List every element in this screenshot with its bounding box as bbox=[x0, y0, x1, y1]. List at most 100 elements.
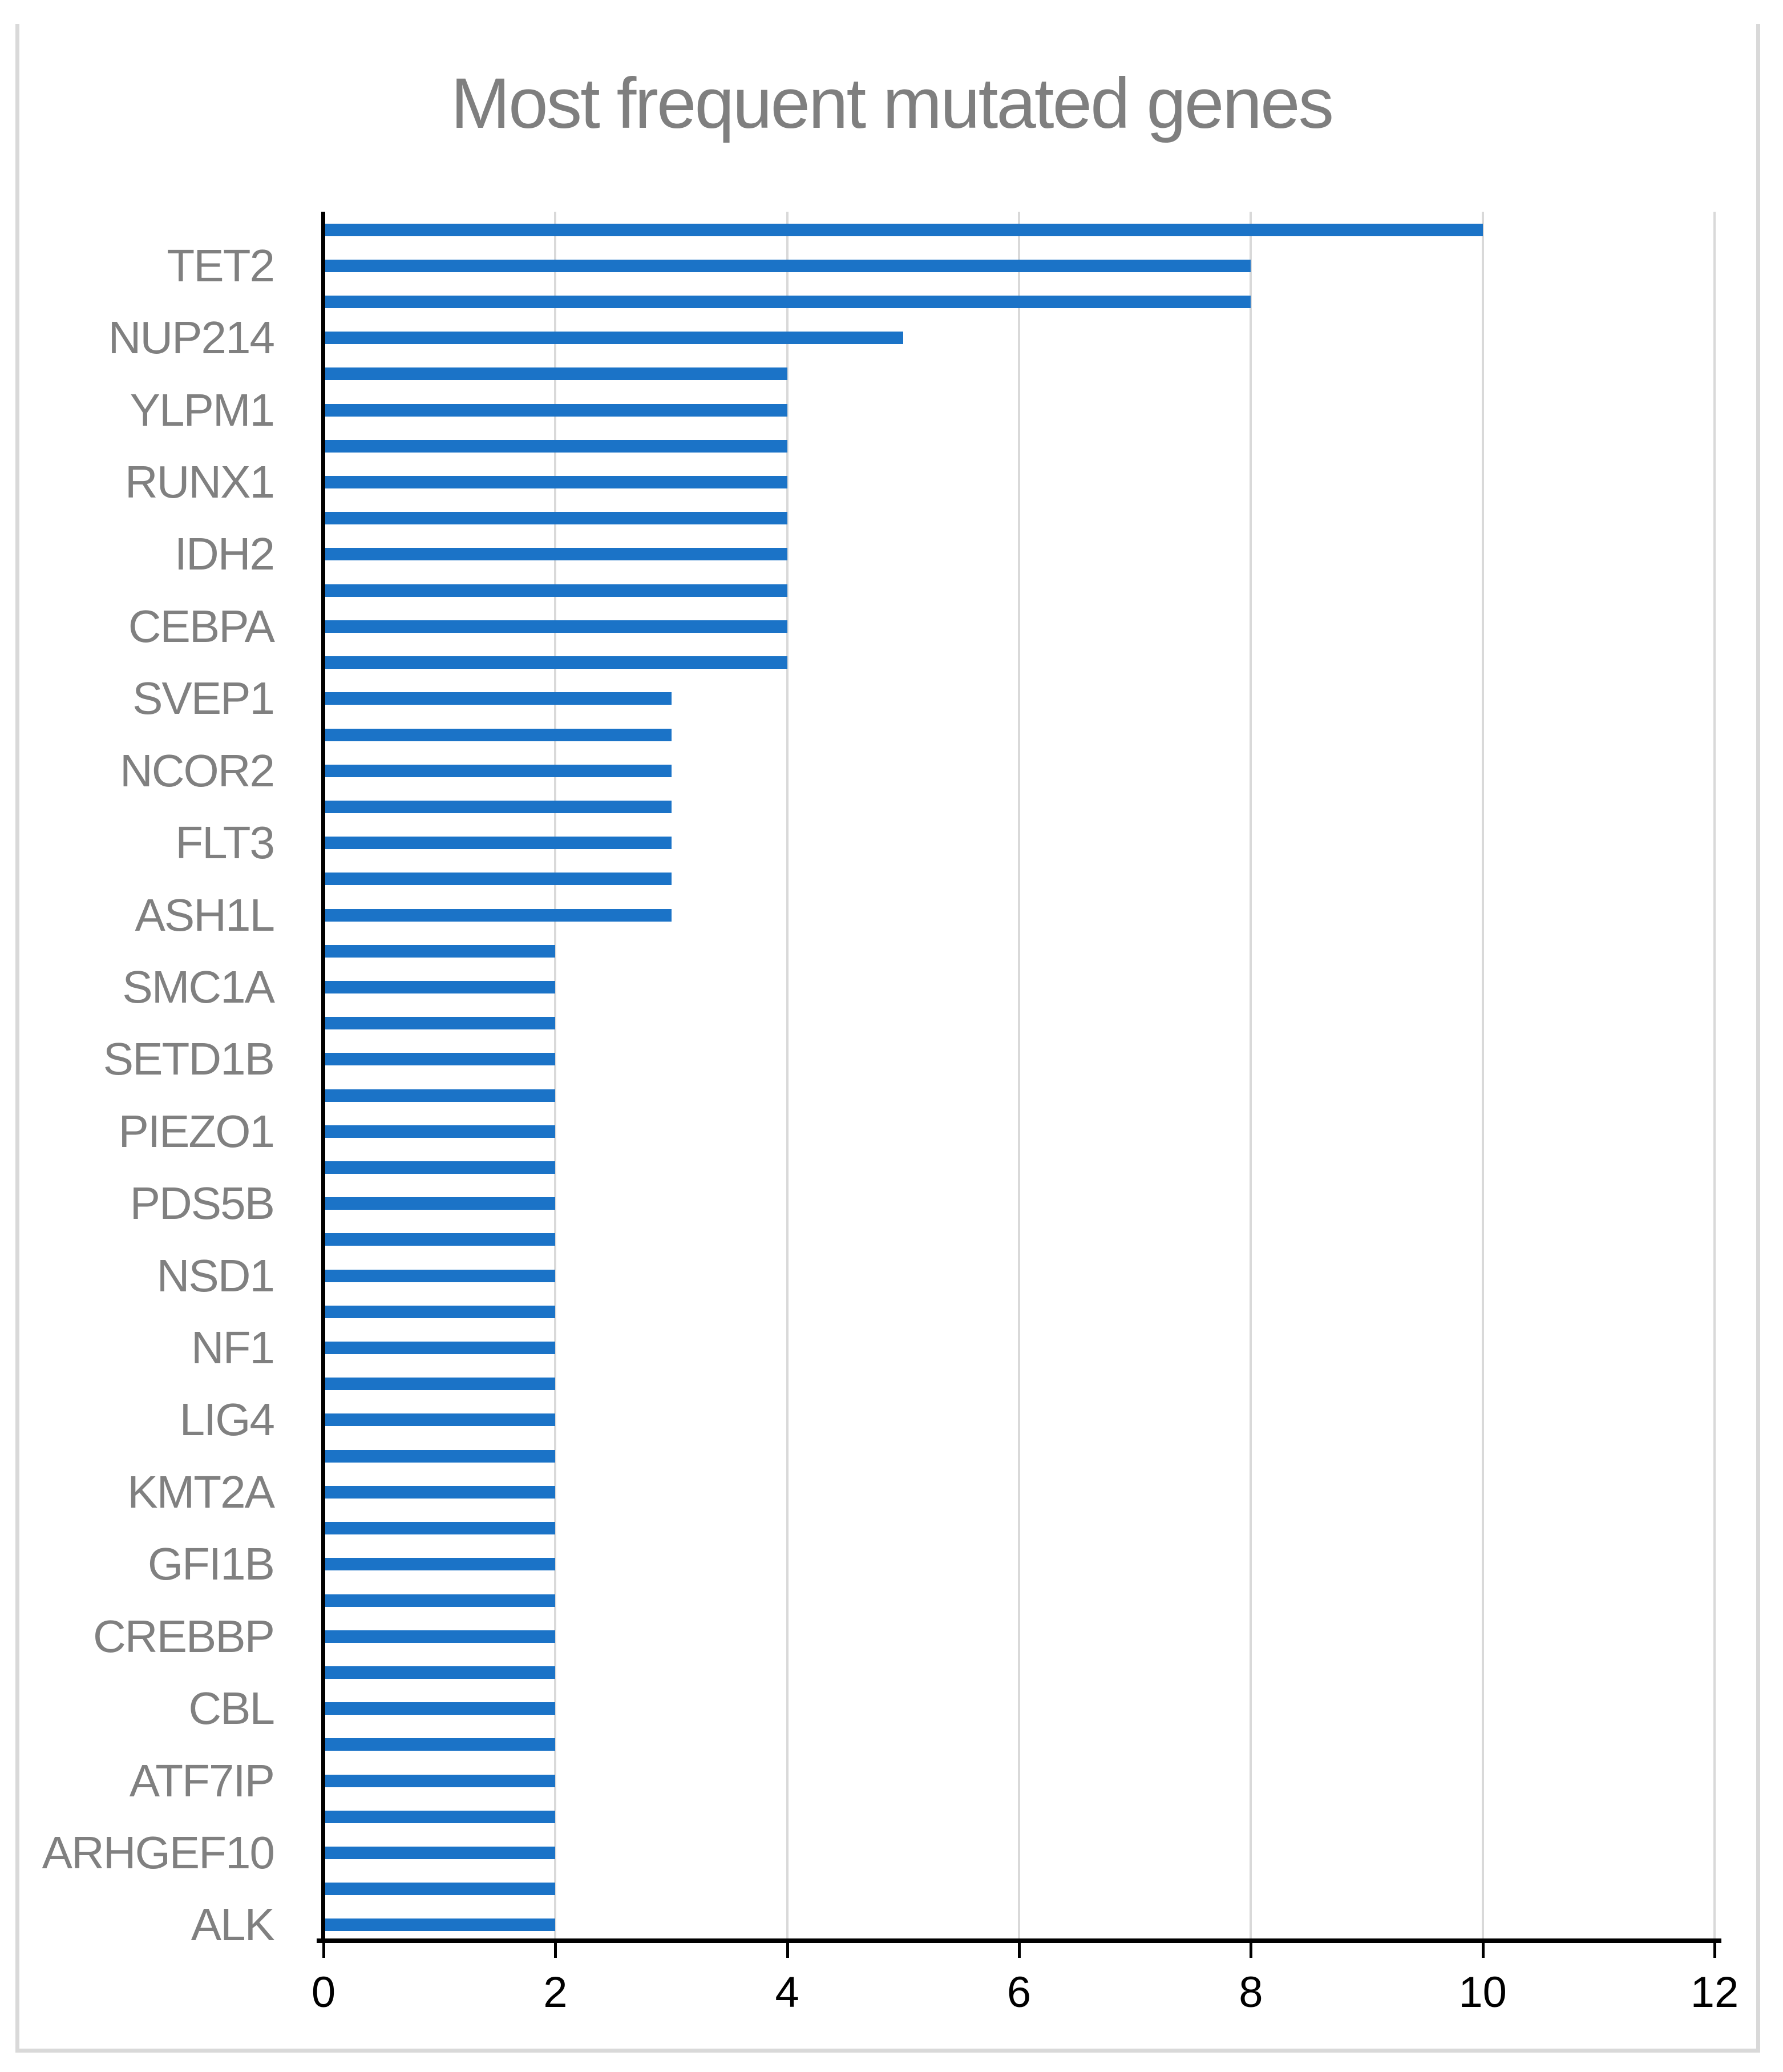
x-tick-label-0: 0 bbox=[311, 1968, 336, 2017]
x-tick-mark-8 bbox=[1250, 1943, 1253, 1958]
bar-nf1 bbox=[324, 1342, 556, 1355]
category-label-cbl: CBL bbox=[188, 1683, 275, 1734]
bar-row-29 bbox=[324, 1233, 556, 1246]
bar-row-7 bbox=[324, 439, 787, 453]
bar-row-27 bbox=[324, 1161, 556, 1174]
bar-lig4 bbox=[324, 1413, 556, 1427]
category-label-svep1: SVEP1 bbox=[132, 673, 275, 724]
bar-kmt2a bbox=[324, 1485, 556, 1499]
category-label-cebpa: CEBPA bbox=[128, 600, 275, 652]
bar-ylpm1 bbox=[324, 403, 787, 417]
bar-row-3 bbox=[324, 296, 1251, 309]
x-tick-label-6: 6 bbox=[1006, 1968, 1032, 2017]
category-label-smc1a: SMC1A bbox=[122, 961, 275, 1012]
bar-row-9 bbox=[324, 512, 787, 525]
bar-row-17 bbox=[324, 800, 672, 813]
bar-pds5b bbox=[324, 1197, 556, 1210]
x-tick-mark-0 bbox=[322, 1943, 325, 1958]
bar-row-35 bbox=[324, 1449, 556, 1463]
x-axis-line bbox=[317, 1938, 1721, 1943]
frame-border-bottom bbox=[15, 2049, 1760, 2053]
bar-atf7ip bbox=[324, 1774, 556, 1787]
gridline-x-2 bbox=[554, 212, 557, 1943]
bar-ash1l bbox=[324, 908, 672, 922]
bar-tet2 bbox=[324, 259, 1251, 272]
category-label-nsd1: NSD1 bbox=[156, 1250, 275, 1301]
bar-runx1 bbox=[324, 476, 787, 489]
x-tick-mark-2 bbox=[554, 1943, 557, 1958]
bar-crebbp bbox=[324, 1630, 556, 1643]
bar-row-41 bbox=[324, 1666, 556, 1679]
bar-arhgef10 bbox=[324, 1846, 556, 1859]
bar-row-13 bbox=[324, 656, 787, 669]
category-label-idh2: IDH2 bbox=[174, 528, 275, 580]
category-label-nf1: NF1 bbox=[191, 1322, 275, 1374]
bar-idh2 bbox=[324, 548, 787, 561]
x-tick-mark-6 bbox=[1018, 1943, 1021, 1958]
bar-row-15 bbox=[324, 728, 672, 741]
category-label-lig4: LIG4 bbox=[179, 1394, 275, 1445]
category-label-ash1l: ASH1L bbox=[135, 889, 275, 940]
bar-smc1a bbox=[324, 980, 556, 993]
gridline-x-12 bbox=[1713, 212, 1716, 1943]
bar-row-25 bbox=[324, 1089, 556, 1102]
bar-nup214 bbox=[324, 332, 903, 345]
chart-title: Most frequent mutated genes bbox=[451, 64, 1334, 143]
x-tick-label-4: 4 bbox=[775, 1968, 799, 2017]
bar-row-19 bbox=[324, 873, 672, 886]
bar-flt3 bbox=[324, 837, 672, 850]
bar-nsd1 bbox=[324, 1269, 556, 1282]
category-label-arhgef10: ARHGEF10 bbox=[42, 1827, 275, 1878]
category-label-gfi1b: GFI1B bbox=[147, 1538, 275, 1590]
bar-gfi1b bbox=[324, 1558, 556, 1571]
bar-row-11 bbox=[324, 584, 787, 597]
bar-row-45 bbox=[324, 1810, 556, 1823]
category-label-crebbp: CREBBP bbox=[93, 1610, 275, 1662]
bar-row-37 bbox=[324, 1522, 556, 1535]
bar-row-5 bbox=[324, 367, 787, 381]
category-label-piezo1: PIEZO1 bbox=[118, 1105, 275, 1157]
plot-area bbox=[324, 212, 1716, 1943]
bar-ncor2 bbox=[324, 764, 672, 777]
bar-row-47 bbox=[324, 1883, 556, 1896]
y-axis-line bbox=[321, 212, 325, 1943]
bar-setd1b bbox=[324, 1053, 556, 1066]
bar-row-21 bbox=[324, 944, 556, 958]
bar-row-43 bbox=[324, 1738, 556, 1751]
category-label-runx1: RUNX1 bbox=[124, 457, 275, 508]
gridline-x-10 bbox=[1481, 212, 1484, 1943]
category-label-atf7ip: ATF7IP bbox=[129, 1755, 275, 1806]
x-tick-mark-12 bbox=[1713, 1943, 1716, 1958]
x-tick-label-2: 2 bbox=[543, 1968, 568, 2017]
bar-piezo1 bbox=[324, 1125, 556, 1138]
x-tick-label-8: 8 bbox=[1239, 1968, 1263, 2017]
category-label-ylpm1: YLPM1 bbox=[130, 384, 275, 435]
bar-alk bbox=[324, 1918, 556, 1932]
bar-row-33 bbox=[324, 1378, 556, 1391]
bar-row-39 bbox=[324, 1594, 556, 1607]
category-label-nup214: NUP214 bbox=[108, 312, 275, 363]
category-label-flt3: FLT3 bbox=[175, 817, 275, 869]
gridline-x-6 bbox=[1018, 212, 1020, 1943]
bar-row-1 bbox=[324, 223, 1483, 236]
category-label-kmt2a: KMT2A bbox=[127, 1466, 275, 1517]
category-label-ncor2: NCOR2 bbox=[119, 745, 275, 796]
bar-cebpa bbox=[324, 620, 787, 633]
x-tick-mark-10 bbox=[1481, 1943, 1485, 1958]
bar-row-23 bbox=[324, 1017, 556, 1030]
frame-border-left bbox=[15, 24, 19, 2053]
bar-svep1 bbox=[324, 692, 672, 705]
category-label-tet2: TET2 bbox=[167, 240, 275, 291]
bar-row-31 bbox=[324, 1305, 556, 1318]
x-tick-label-10: 10 bbox=[1458, 1968, 1507, 2017]
x-tick-mark-4 bbox=[786, 1943, 789, 1958]
frame-border-right bbox=[1756, 24, 1760, 2053]
bar-cbl bbox=[324, 1702, 556, 1715]
gridline-x-8 bbox=[1250, 212, 1252, 1943]
category-label-pds5b: PDS5B bbox=[130, 1178, 275, 1229]
category-label-setd1b: SETD1B bbox=[103, 1033, 275, 1085]
category-label-alk: ALK bbox=[191, 1899, 275, 1950]
gridline-x-4 bbox=[786, 212, 789, 1943]
x-tick-label-12: 12 bbox=[1690, 1968, 1739, 2017]
